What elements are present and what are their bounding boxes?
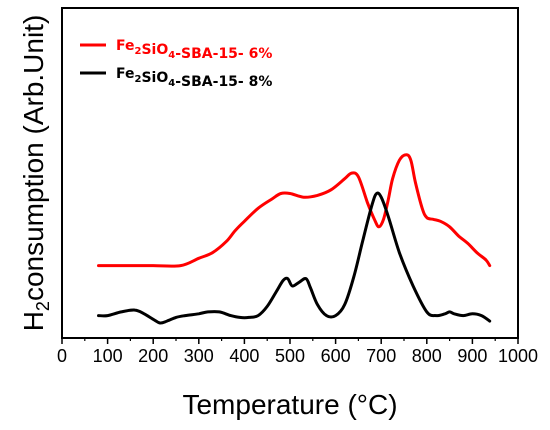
x-tick-label: 200 bbox=[138, 346, 168, 366]
series-layer bbox=[97, 153, 492, 325]
x-tick-label: 500 bbox=[275, 346, 305, 366]
y-axis-title: H2consumption (Arb.Unit) bbox=[18, 15, 53, 332]
x-tick-label: 300 bbox=[184, 346, 214, 366]
x-tick-label: 400 bbox=[229, 346, 259, 366]
plot-border bbox=[61, 7, 519, 339]
y-axis-title-main: consumption (Arb.Unit) bbox=[18, 15, 49, 301]
x-tick-label: 100 bbox=[93, 346, 123, 366]
series-line-1 bbox=[97, 153, 492, 268]
x-axis-title: Temperature (°C) bbox=[182, 389, 397, 420]
legend-label-1: Fe2SiO4-SBA-15- 6% bbox=[116, 38, 272, 62]
svg-text:H2consumption (Arb.Unit): H2consumption (Arb.Unit) bbox=[18, 15, 53, 332]
legend-label-2: Fe2SiO4-SBA-15- 8% bbox=[116, 66, 272, 90]
x-axis-ticks: 0 100 200 300 400 500 600 700 800 900 1000 bbox=[57, 338, 538, 366]
y-axis-title-subscript: 2 bbox=[33, 301, 53, 311]
x-tick-label: 800 bbox=[412, 346, 442, 366]
plot-frame bbox=[61, 7, 519, 339]
y-axis-title-prefix: H bbox=[18, 311, 49, 331]
legend: Fe2SiO4-SBA-15- 6% Fe2SiO4-SBA-15- 8% bbox=[80, 38, 272, 90]
x-tick-label: 900 bbox=[457, 346, 487, 366]
x-tick-label: 700 bbox=[366, 346, 396, 366]
series-line-2 bbox=[97, 191, 492, 325]
x-tick-label: 1000 bbox=[498, 346, 538, 366]
x-tick-label: 600 bbox=[321, 346, 351, 366]
x-tick-label: 0 bbox=[57, 346, 67, 366]
